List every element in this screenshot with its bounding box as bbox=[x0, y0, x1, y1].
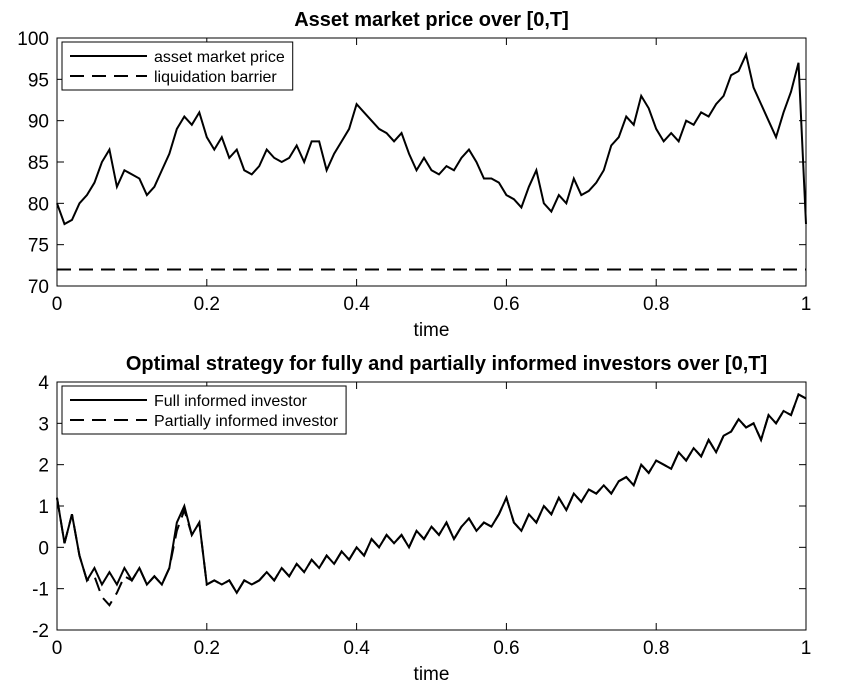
legend-label: Full informed investor bbox=[154, 393, 308, 410]
chart-title: Optimal strategy for fully and partially… bbox=[126, 353, 767, 375]
legend-label: asset market price bbox=[154, 49, 285, 66]
x-tick-label: 0.8 bbox=[643, 638, 669, 659]
y-tick-label: 2 bbox=[38, 456, 49, 477]
legend-label: Partially informed investor bbox=[154, 413, 339, 430]
y-tick-label: 0 bbox=[38, 538, 49, 559]
x-tick-label: 0.8 bbox=[643, 294, 669, 315]
x-tick-label: 0 bbox=[52, 294, 63, 315]
y-tick-label: 4 bbox=[38, 373, 49, 394]
series-line bbox=[56, 392, 807, 607]
x-tick-label: 0.6 bbox=[493, 294, 519, 315]
y-tick-label: 95 bbox=[28, 70, 49, 91]
y-tick-label: -2 bbox=[32, 621, 49, 642]
legend-label: liquidation barrier bbox=[154, 69, 277, 86]
axes-box bbox=[56, 37, 807, 287]
x-tick-label: 0 bbox=[52, 638, 63, 659]
legend-box bbox=[61, 41, 294, 91]
series-line bbox=[56, 392, 807, 595]
series-line bbox=[56, 51, 807, 226]
y-tick-label: 80 bbox=[28, 194, 49, 215]
axes-box bbox=[56, 381, 807, 631]
y-tick-label: -1 bbox=[32, 580, 49, 601]
legend-box bbox=[61, 385, 347, 435]
y-tick-label: 1 bbox=[38, 497, 49, 518]
x-tick-label: 0.2 bbox=[194, 294, 220, 315]
x-tick-label: 0.4 bbox=[343, 638, 370, 659]
x-tick-label: 0.2 bbox=[194, 638, 220, 659]
x-tick-label: 0.6 bbox=[493, 638, 519, 659]
x-axis-label: time bbox=[414, 320, 450, 341]
x-axis-label: time bbox=[414, 664, 450, 685]
x-tick-label: 0.4 bbox=[343, 294, 370, 315]
y-tick-label: 3 bbox=[38, 414, 49, 435]
y-tick-label: 75 bbox=[28, 236, 49, 257]
y-tick-label: 90 bbox=[28, 112, 49, 133]
x-tick-label: 1 bbox=[801, 294, 812, 315]
y-tick-label: 70 bbox=[28, 277, 49, 298]
x-tick-label: 1 bbox=[801, 638, 812, 659]
y-tick-label: 100 bbox=[17, 29, 49, 50]
chart-title: Asset market price over [0,T] bbox=[294, 9, 569, 31]
y-tick-label: 85 bbox=[28, 153, 49, 174]
